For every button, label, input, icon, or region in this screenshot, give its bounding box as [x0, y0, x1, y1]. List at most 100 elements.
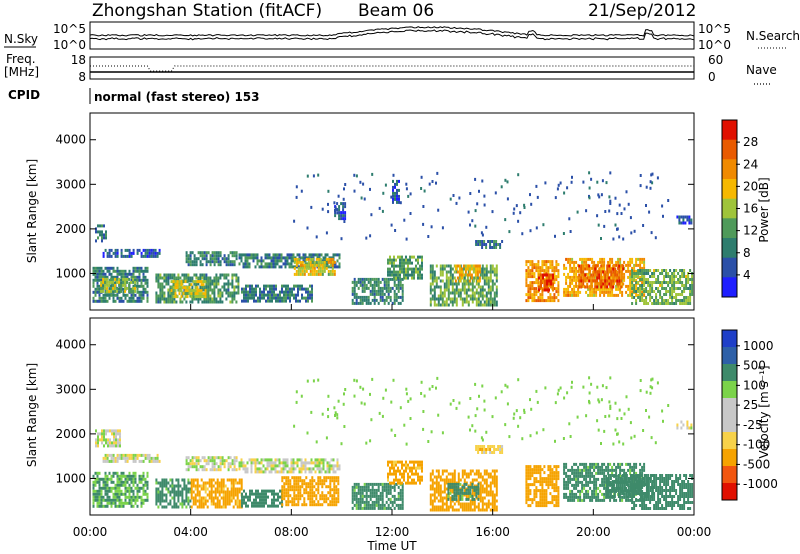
heatmap-cell [659, 284, 662, 287]
heatmap-cell [243, 501, 245, 505]
heatmap-cell [365, 485, 368, 489]
scatter-echo [588, 196, 591, 200]
heatmap-cell [332, 467, 335, 471]
heatmap-cell [293, 500, 296, 504]
heatmap-cell [124, 286, 127, 290]
heatmap-cell [132, 277, 135, 281]
heatmap-cell [287, 503, 290, 507]
heatmap-cell [181, 478, 184, 482]
heatmap-cell [235, 456, 238, 460]
heatmap-cell [106, 299, 109, 303]
scatter-echo [500, 185, 503, 189]
heatmap-cell [677, 272, 680, 275]
heatmap-cell [476, 270, 479, 274]
heatmap-cell [592, 273, 595, 277]
heatmap-cell [205, 263, 208, 267]
heatmap-cell [191, 459, 194, 463]
heatmap-cell [361, 295, 364, 299]
heatmap-cell [260, 256, 263, 260]
heatmap-cell [449, 505, 452, 509]
scatter-echo [436, 171, 439, 175]
heatmap-cell [194, 499, 197, 503]
heatmap-cell [395, 469, 397, 473]
heatmap-cell [468, 279, 471, 283]
heatmap-cell [311, 269, 314, 273]
heatmap-cell [338, 464, 341, 468]
heatmap-cell [383, 286, 386, 290]
heatmap-cell [242, 253, 245, 257]
heatmap-cell [142, 287, 145, 291]
heatmap-cell [211, 456, 214, 460]
heatmap-cell [439, 297, 442, 301]
heatmap-cell [270, 458, 273, 462]
heatmap-cell [272, 464, 275, 468]
heatmap-cell [241, 492, 243, 496]
heatmap-cell [280, 253, 283, 257]
heatmap-cell [563, 272, 566, 276]
heatmap-cell [309, 263, 312, 267]
heatmap-cell [553, 287, 556, 291]
heatmap-cell [116, 289, 119, 293]
heatmap-cell [259, 498, 261, 502]
heatmap-cell [106, 480, 109, 484]
heatmap-cell [179, 493, 182, 497]
heatmap-cell [130, 293, 133, 297]
heatmap-cell [227, 456, 230, 460]
scatter-echo [369, 234, 372, 238]
heatmap-cell [618, 279, 621, 283]
heatmap-cell [276, 464, 279, 468]
heatmap-cell [359, 277, 362, 281]
heatmap-cell [114, 248, 117, 252]
heatmap-cell [181, 487, 184, 491]
scatter-echo [517, 219, 520, 223]
heatmap-cell [217, 288, 220, 292]
heatmap-cell [621, 293, 624, 297]
heatmap-cell [226, 493, 229, 497]
heatmap-cell [459, 276, 462, 280]
heatmap-cell [196, 487, 199, 491]
heatmap-cell [367, 277, 370, 281]
heatmap-cell [387, 258, 389, 262]
heatmap-cell [236, 481, 239, 485]
heatmap-cell [470, 264, 473, 268]
heatmap-cell [114, 495, 117, 499]
heatmap-cell [417, 267, 419, 271]
scatter-echo [627, 202, 630, 206]
scatter-echo [310, 205, 313, 209]
heatmap-cell [375, 500, 378, 504]
heatmap-cell [192, 280, 195, 284]
heatmap-cell [533, 293, 536, 297]
heatmap-cell [419, 270, 421, 274]
heatmap-cell [256, 256, 259, 260]
heatmap-cell [200, 292, 203, 296]
heatmap-cell [437, 303, 440, 307]
heatmap-cell [411, 255, 413, 259]
heatmap-cell [108, 498, 111, 502]
heatmap-cell [275, 284, 277, 288]
heatmap-cell [405, 261, 407, 265]
heatmap-cell [387, 491, 390, 495]
heatmap-cell [355, 301, 358, 305]
heatmap-cell [291, 500, 294, 504]
heatmap-cell [580, 270, 583, 274]
heatmap-cell [651, 290, 654, 293]
heatmap-cell [116, 453, 119, 457]
heatmap-cell [315, 263, 318, 267]
heatmap-cell [535, 278, 538, 282]
heatmap-cell [215, 260, 218, 264]
heatmap-cell [639, 275, 642, 279]
heatmap-cell [331, 257, 334, 261]
heatmap-cell [134, 480, 137, 484]
heatmap-cell [205, 282, 208, 286]
heatmap-cell [181, 291, 184, 295]
heatmap-cell [691, 293, 694, 296]
heatmap-cell [584, 273, 587, 277]
heatmap-cell [577, 278, 580, 282]
heatmap-cell [140, 495, 143, 499]
heatmap-cell [313, 500, 316, 504]
heatmap-cell [109, 441, 111, 445]
heatmap-cell [161, 496, 164, 500]
heatmap-cell [211, 468, 214, 472]
heatmap-cell [227, 294, 230, 298]
heatmap-cell [118, 495, 121, 499]
